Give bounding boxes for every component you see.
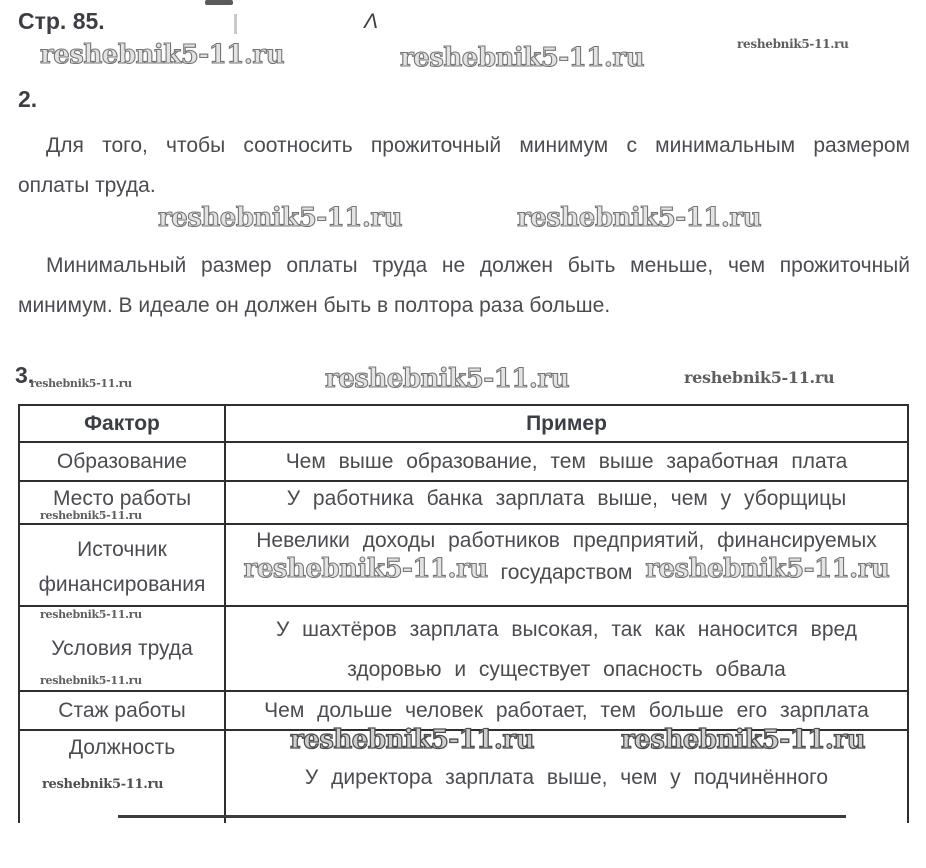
paragraph-line: оплаты труда. [18,174,156,197]
stray-scan-mark: Λ [364,10,379,33]
task-number-2: 2. [18,86,38,112]
table-row: Стаж работы Чем дольше человек работает,… [18,690,909,731]
example-text: У шахтёров зарплата высокая, так как нан… [276,618,857,641]
table-row: Должность reshebnik5-11.ru reshebnik5-11… [18,724,909,823]
example-cell: Чем выше образование, тем выше заработна… [224,441,909,482]
example-text: Невелики доходы работников предприятий, … [256,529,877,552]
factor-text: Условия труда [51,636,193,660]
factors-table: Фактор Пример Образование Чем выше образ… [18,404,909,823]
table-row: Место работы reshebnik5-11.ru У работник… [18,480,909,525]
table-row: Образование Чем выше образование, тем вы… [18,441,909,482]
watermark: reshebnik5-11.ru [737,37,849,51]
factor-cell: reshebnik5-11.ru Условия труда reshebnik… [18,605,226,692]
page-title: Стр. 85. [18,8,105,34]
factor-cell: Должность reshebnik5-11.ru [18,729,226,823]
scan-artifact-bar [234,14,237,34]
paragraph-line: Минимальный размер оплаты труда не долже… [46,254,910,277]
paragraph-line: минимум. В идеале он должен быть в полто… [18,294,611,317]
example-cell: У шахтёров зарплата высокая, так как нан… [224,605,909,692]
answer-paragraph-1: Для того, чтобы соотносить прожиточный м… [18,126,910,206]
watermark-row: reshebnik5-11.ru reshebnik5-11.ru [226,724,907,755]
watermark: reshebnik5-11.ru [40,608,142,621]
paragraph-line: Для того, чтобы соотносить прожиточный м… [46,134,910,157]
column-header-factor: Фактор [18,404,226,443]
watermark: reshebnik5-11.ru [243,553,489,584]
example-cell: У работника банка зарплата выше, чем у у… [224,480,909,525]
watermark: reshebnik5-11.ru [42,777,164,792]
factor-text: Источник [77,538,167,561]
example-line: reshebnik5-11.ru государством reshebnik5… [226,553,907,584]
watermark: reshebnik5-11.ru [324,363,570,394]
table-header-row: Фактор Пример [18,404,909,443]
table-row: Источник финансирования Невелики доходы … [18,523,909,607]
column-header-example: Пример [224,404,909,443]
example-text: У директора зарплата выше, чем у подчинё… [304,766,829,789]
factor-cell: Место работы reshebnik5-11.ru [18,480,226,525]
watermark: reshebnik5-11.ru [684,368,835,387]
watermark: reshebnik5-11.ru [645,553,891,584]
watermark: reshebnik5-11.ru [39,39,285,70]
watermark: reshebnik5-11.ru [620,724,866,755]
factor-cell: Стаж работы [18,690,226,731]
factor-text: Должность [68,736,176,759]
answer-paragraph-2: Минимальный размер оплаты труда не долже… [18,246,910,326]
scan-artifact-smudge [205,0,233,5]
example-cell: Чем дольше человек работает, тем больше … [224,690,909,731]
example-cell: Невелики доходы работников предприятий, … [224,523,909,607]
watermark: reshebnik5-11.ru [289,724,535,755]
example-cell: reshebnik5-11.ru reshebnik5-11.ru У дире… [224,724,909,823]
watermark: reshebnik5-11.ru [30,377,132,390]
table-row: reshebnik5-11.ru Условия труда reshebnik… [18,605,909,692]
table-bottom-border [118,815,846,818]
example-text: здоровью и существует опасность обвала [347,658,786,681]
factor-cell: Источник финансирования [18,523,226,607]
factor-text: финансирования [38,573,206,596]
watermark: reshebnik5-11.ru [40,509,142,522]
watermark: reshebnik5-11.ru [40,674,142,687]
task-number-3: 3. [15,362,35,388]
factor-cell: Образование [18,441,226,482]
example-text: государством [500,560,633,584]
watermark: reshebnik5-11.ru [157,202,403,233]
watermark: reshebnik5-11.ru [516,202,762,233]
watermark: reshebnik5-11.ru [399,42,645,73]
factor-text: Место работы [52,487,192,510]
